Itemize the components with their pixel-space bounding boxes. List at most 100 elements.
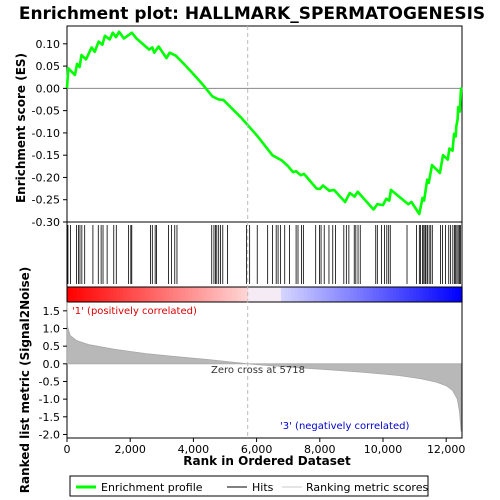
- heatmap-cell: [93, 287, 98, 302]
- heatmap-cell: [379, 287, 384, 302]
- heatmap-cell: [320, 287, 325, 302]
- heatmap-cell: [277, 287, 282, 302]
- es-y-tick-label: -0.25: [32, 194, 60, 207]
- heatmap-cell: [208, 287, 213, 302]
- heatmap-cell: [402, 287, 407, 302]
- heatmap-cell: [359, 287, 364, 302]
- enrichment-profile-line: [65, 30, 463, 216]
- ranking-metric-area: [66, 301, 462, 432]
- es-panel-frame: [66, 25, 463, 223]
- heatmap-cell: [139, 287, 144, 302]
- plot-layer: 0.100.050.00-0.05-0.10-0.15-0.20-0.25-0.…: [32, 25, 465, 456]
- heatmap-cell: [172, 287, 177, 302]
- negative-correlation-label: '3' (negatively correlated): [280, 421, 409, 432]
- heatmap-cell: [113, 287, 117, 302]
- heatmap-cell: [267, 287, 272, 302]
- metric-y-tick-label: -0.5: [39, 375, 60, 388]
- heatmap-cell: [201, 287, 206, 302]
- heatmap-cell: [241, 287, 246, 302]
- heatmap-cell: [392, 287, 397, 302]
- heatmap-cell: [363, 287, 368, 302]
- heatmap-cell: [109, 287, 114, 302]
- heatmap-cell: [83, 287, 88, 302]
- heatmap-cell: [333, 287, 338, 302]
- es-y-tick-label: -0.05: [32, 105, 60, 118]
- metric-y-tick-label: 1.5: [43, 305, 61, 318]
- heatmap-cell: [412, 287, 417, 302]
- heatmap-cell: [386, 287, 391, 302]
- heatmap-cell: [280, 287, 285, 302]
- ranking-heatmap: [67, 287, 463, 302]
- heatmap-cell: [99, 287, 104, 302]
- es-y-tick-label: 0.10: [36, 38, 61, 51]
- heatmap-cell: [165, 287, 170, 302]
- heatmap-cell: [80, 287, 85, 302]
- heatmap-cell: [383, 287, 387, 302]
- chart-title: Enrichment plot: HALLMARK_SPERMATOGENESI…: [19, 4, 485, 24]
- heatmap-cell: [257, 287, 262, 302]
- heatmap-cell: [323, 287, 328, 302]
- heatmap-cell: [192, 287, 196, 302]
- heatmap-cell: [228, 287, 233, 302]
- heatmap-cell: [330, 287, 335, 302]
- heatmap-frame: [66, 286, 463, 303]
- heatmap-cell: [356, 287, 361, 302]
- zero-cross-label: Zero cross at 5718: [211, 365, 305, 376]
- legend-label-hits: Hits: [252, 481, 274, 494]
- x-tick-label: 2,000: [114, 443, 146, 456]
- heatmap-cell: [175, 287, 180, 302]
- heatmap-cell: [307, 287, 312, 302]
- metric-y-tick-label: -1.5: [39, 411, 60, 424]
- heatmap-cell: [435, 287, 440, 302]
- heatmap-cell: [452, 287, 457, 302]
- heatmap-cell: [350, 287, 354, 302]
- heatmap-cell: [142, 287, 147, 302]
- heatmap-cell: [198, 287, 203, 302]
- heatmap-cell: [264, 287, 269, 302]
- heatmap-cell: [248, 287, 252, 302]
- heatmap-cell: [396, 287, 401, 302]
- heatmap-cell: [409, 287, 414, 302]
- heatmap-cell: [132, 287, 137, 302]
- x-tick-label: 6,000: [241, 443, 273, 456]
- heatmap-cell: [96, 287, 101, 302]
- heatmap-cell: [122, 287, 127, 302]
- heatmap-cell: [254, 287, 259, 302]
- heatmap-cell: [73, 287, 78, 302]
- es-y-tick-label: -0.20: [32, 171, 60, 184]
- heatmap-cell: [317, 287, 322, 302]
- heatmap-cell: [76, 287, 81, 302]
- heatmap-cell: [149, 287, 154, 302]
- heatmap-cell: [106, 287, 111, 302]
- heatmap-cell: [425, 287, 430, 302]
- heatmap-cell: [343, 287, 348, 302]
- heatmap-cell: [225, 287, 229, 302]
- heatmap-cell: [215, 287, 220, 302]
- heatmap-cell: [366, 287, 371, 302]
- heatmap-cell: [310, 287, 315, 302]
- heatmap-cell: [136, 287, 141, 302]
- x-axis-label: Rank in Ordered Dataset: [183, 454, 351, 468]
- heatmap-cell: [67, 287, 71, 302]
- heatmap-cell: [152, 287, 157, 302]
- metric-y-axis-label: Ranked list metric (Signal2Noise): [18, 267, 32, 494]
- metric-y-tick-label: 0.5: [43, 340, 61, 353]
- heatmap-cell: [274, 287, 279, 302]
- heatmap-cell: [221, 287, 226, 302]
- x-tick-label: 0: [64, 443, 71, 456]
- heatmap-cell: [119, 287, 124, 302]
- heatmap-cell: [290, 287, 295, 302]
- legend: Enrichment profile Hits Ranking metric s…: [69, 475, 429, 497]
- heatmap-cell: [231, 287, 236, 302]
- heatmap-cell: [313, 287, 318, 302]
- heatmap-cell: [162, 287, 167, 302]
- heatmap-cell: [399, 287, 404, 302]
- legend-box: [69, 475, 429, 497]
- heatmap-cell: [185, 287, 190, 302]
- heatmap-cell: [261, 287, 266, 302]
- heatmap-cell: [455, 287, 460, 302]
- heatmap-cell: [429, 287, 433, 302]
- heatmap-cell: [284, 287, 289, 302]
- heatmap-cell: [432, 287, 437, 302]
